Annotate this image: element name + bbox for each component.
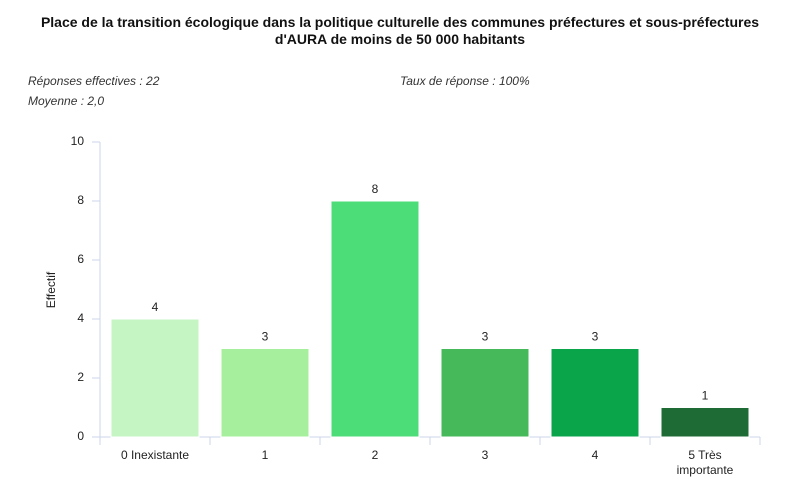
y-tick-label: 8: [77, 193, 84, 207]
data-label: 3: [592, 330, 599, 344]
data-label: 3: [262, 330, 269, 344]
data-label: 4: [152, 300, 159, 314]
annotation: Taux de réponse : 100%: [400, 74, 530, 88]
bar: [660, 407, 750, 438]
chart-title: Place de la transition écologique dans l…: [40, 14, 760, 47]
bar: [330, 200, 420, 438]
bar: [550, 348, 640, 438]
y-axis-label: Effectif: [44, 271, 58, 308]
x-tick-label: 0 Inexistante: [120, 448, 190, 462]
y-tick-label: 4: [77, 311, 84, 325]
y-tick-label: 2: [77, 370, 84, 384]
data-label: 8: [372, 182, 379, 196]
y-tick-label: 0: [77, 429, 84, 443]
data-label: 3: [482, 330, 489, 344]
bar: [110, 318, 200, 438]
x-tick-label: 2: [371, 448, 379, 462]
annotation: Réponses effectives : 22: [28, 74, 160, 88]
x-tick-label: 4: [591, 448, 599, 462]
annotation: Moyenne : 2,0: [28, 94, 105, 108]
y-tick-label: 6: [77, 252, 84, 266]
bar: [220, 348, 310, 438]
x-tick-label: 5 Très importante: [676, 448, 734, 477]
x-tick-label: 1: [261, 448, 269, 462]
bar: [440, 348, 530, 438]
data-label: 1: [702, 389, 709, 403]
y-tick-label: 10: [71, 134, 85, 148]
x-tick-label: 3: [481, 448, 489, 462]
